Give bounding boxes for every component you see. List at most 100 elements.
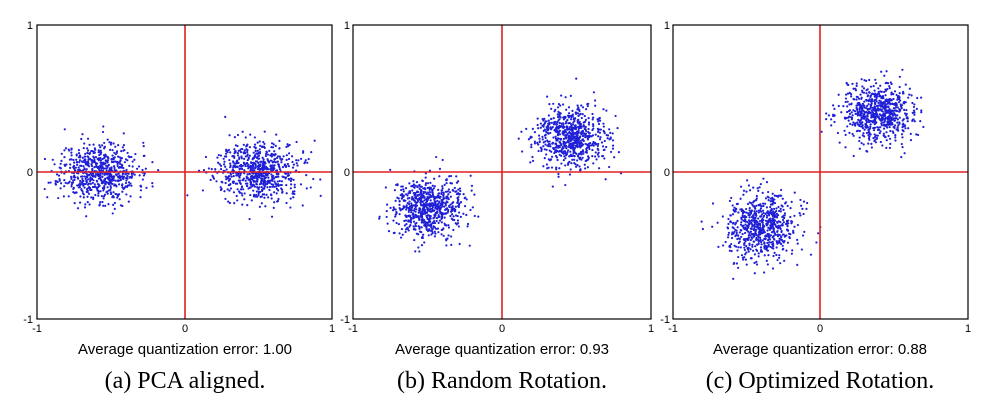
scatter-point-cluster-1: [99, 166, 102, 169]
scatter-point-cluster-2: [861, 134, 864, 137]
scatter-point-cluster-2: [891, 109, 894, 112]
scatter-point-cluster-1: [99, 178, 102, 181]
scatter-point-cluster-1: [722, 244, 725, 247]
scatter-point-cluster-2: [856, 123, 860, 126]
scatter-point-cluster-2: [570, 147, 573, 150]
scatter-point-cluster-2: [865, 92, 868, 95]
scatter-point-cluster-2: [566, 151, 569, 154]
scatter-point-cluster-1: [445, 207, 449, 210]
scatter-point-cluster-1: [60, 182, 63, 185]
scatter-point-cluster-2: [889, 81, 892, 84]
scatter-point-cluster-2: [219, 188, 223, 192]
scatter-point-cluster-1: [87, 178, 90, 181]
scatter-point-cluster-1: [769, 197, 773, 200]
scatter-point-cluster-2: [879, 119, 883, 122]
scatter-point-cluster-1: [186, 194, 189, 197]
scatter-point-cluster-2: [576, 155, 580, 158]
scatter-point-cluster-1: [779, 210, 782, 213]
scatter-point-cluster-1: [94, 165, 98, 168]
scatter-point-cluster-2: [571, 123, 574, 126]
scatter-point-cluster-2: [869, 85, 873, 88]
scatter-point-cluster-1: [400, 227, 404, 231]
scatter-point-cluster-2: [547, 114, 550, 117]
scatter-point-cluster-1: [748, 232, 751, 235]
scatter-point-cluster-2: [858, 108, 861, 111]
scatter-point-cluster-1: [92, 172, 95, 175]
scatter-point-cluster-2: [272, 143, 275, 146]
scatter-point-cluster-2: [858, 147, 861, 150]
scatter-point-cluster-2: [846, 83, 849, 86]
scatter-point-cluster-1: [88, 165, 91, 168]
scatter-point-cluster-1: [773, 207, 776, 210]
scatter-point-cluster-2: [574, 165, 578, 168]
scatter-point-cluster-2: [233, 202, 236, 205]
scatter-point-cluster-2: [278, 147, 281, 150]
scatter-point-cluster-1: [91, 181, 94, 184]
scatter-point-cluster-1: [471, 206, 474, 209]
scatter-point-cluster-2: [560, 149, 563, 152]
scatter-point-cluster-1: [451, 205, 454, 208]
panel-b-x-tick-right: 1: [648, 323, 654, 335]
scatter-point-cluster-2: [861, 85, 864, 88]
scatter-point-cluster-1: [772, 245, 775, 248]
scatter-point-cluster-1: [420, 197, 423, 200]
scatter-point-cluster-2: [253, 155, 256, 158]
scatter-point-cluster-1: [112, 175, 115, 178]
scatter-point-cluster-1: [413, 216, 416, 219]
scatter-point-cluster-1: [104, 172, 107, 175]
scatter-point-cluster-1: [763, 254, 766, 257]
scatter-point-cluster-2: [278, 166, 281, 169]
scatter-point-cluster-2: [867, 142, 870, 145]
scatter-point-cluster-2: [561, 132, 564, 135]
scatter-point-cluster-2: [852, 97, 855, 101]
scatter-point-cluster-2: [251, 163, 255, 167]
scatter-point-cluster-1: [403, 205, 406, 208]
scatter-point-cluster-2: [270, 215, 274, 218]
scatter-point-cluster-2: [606, 137, 609, 140]
scatter-point-cluster-2: [911, 101, 914, 105]
scatter-point-cluster-1: [378, 217, 381, 220]
scatter-point-cluster-2: [225, 178, 228, 181]
scatter-point-cluster-2: [596, 144, 599, 147]
scatter-point-cluster-1: [765, 214, 769, 217]
scatter-point-cluster-2: [594, 151, 597, 154]
scatter-point-cluster-1: [138, 174, 141, 177]
scatter-point-cluster-1: [106, 186, 109, 189]
scatter-point-cluster-2: [591, 155, 594, 158]
scatter-point-cluster-1: [741, 212, 745, 215]
scatter-point-cluster-1: [100, 194, 104, 198]
scatter-point-cluster-2: [601, 145, 605, 148]
scatter-point-cluster-2: [275, 169, 279, 172]
scatter-point-cluster-1: [777, 205, 780, 209]
scatter-point-cluster-1: [440, 228, 443, 232]
scatter-point-cluster-2: [919, 120, 922, 123]
scatter-point-cluster-1: [745, 227, 749, 231]
panel-c-plot-frame: [672, 24, 969, 320]
scatter-point-cluster-2: [908, 93, 911, 96]
scatter-point-cluster-2: [599, 136, 602, 139]
scatter-point-cluster-2: [585, 108, 588, 111]
scatter-point-cluster-2: [857, 118, 860, 121]
scatter-point-cluster-2: [597, 151, 600, 154]
scatter-point-cluster-2: [552, 117, 555, 120]
scatter-point-cluster-1: [407, 214, 410, 218]
scatter-point-cluster-1: [139, 189, 143, 192]
scatter-point-cluster-1: [98, 144, 101, 147]
scatter-point-cluster-1: [58, 166, 61, 169]
scatter-point-cluster-2: [204, 155, 208, 159]
scatter-point-cluster-2: [592, 124, 595, 128]
scatter-point-cluster-1: [81, 177, 84, 181]
scatter-point-cluster-2: [900, 133, 904, 136]
scatter-point-cluster-1: [755, 198, 758, 202]
scatter-point-cluster-1: [80, 164, 83, 168]
scatter-point-cluster-1: [423, 219, 426, 222]
scatter-point-cluster-2: [221, 181, 224, 184]
scatter-point-cluster-1: [411, 196, 414, 199]
scatter-point-cluster-1: [751, 243, 754, 246]
scatter-point-cluster-1: [457, 211, 461, 214]
scatter-point-cluster-1: [802, 200, 806, 203]
scatter-point-cluster-1: [754, 231, 757, 234]
scatter-point-cluster-1: [753, 225, 756, 228]
scatter-point-cluster-1: [412, 180, 415, 183]
scatter-point-cluster-2: [577, 138, 580, 141]
